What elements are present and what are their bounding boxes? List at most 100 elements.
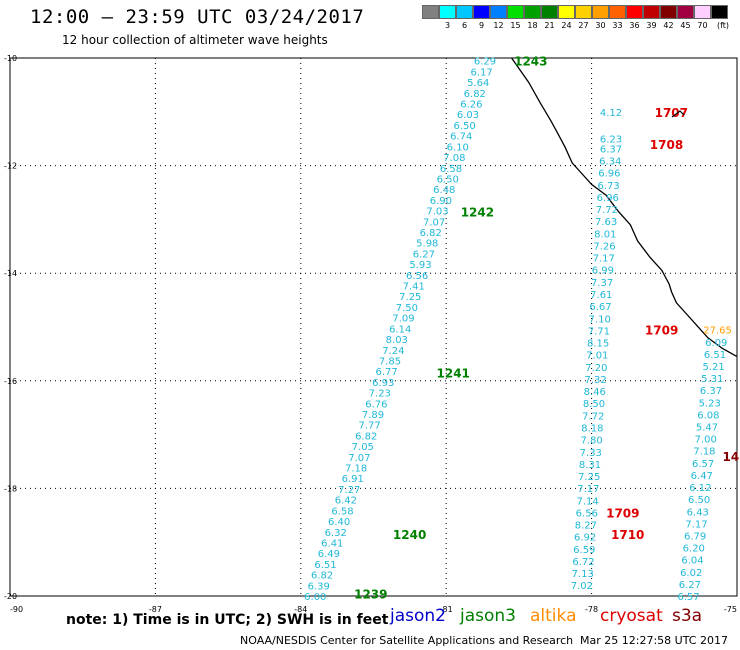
wave-height-value: 6.92 — [574, 533, 596, 544]
wave-height-value: 7.02 — [571, 581, 593, 592]
wave-height-value: 6.49 — [318, 549, 340, 560]
altimeter-tracks: 6.296.175.646.826.266.036.506.746.107.08… — [304, 55, 732, 603]
wave-height-value: 6.58 — [331, 506, 353, 517]
wave-height-value: 6.48 — [433, 185, 455, 196]
wave-height-value: 6.56 — [576, 508, 598, 519]
legend-swatch — [626, 5, 643, 19]
wave-height-value: 6.76 — [365, 399, 387, 410]
color-legend: 3 6 9 12 15 18 21 24 27 30 33 36 39 42 45 70 (ft) — [422, 5, 735, 30]
wave-height-value: 7.89 — [362, 410, 384, 421]
wave-height-value: 6.82 — [420, 228, 442, 239]
legend-swatch — [643, 5, 660, 19]
pass-time-label: 1707 — [655, 106, 688, 120]
pass-time-label: 1242 — [461, 205, 494, 219]
wave-height-value: 6.04 — [681, 556, 703, 567]
legend-swatch — [694, 5, 711, 19]
footer-note: note: 1) Time is in UTC; 2) SWH is in fe… — [66, 612, 389, 628]
wave-height-value: 7.01 — [586, 351, 608, 362]
wave-height-value: 6.50 — [688, 495, 710, 506]
wave-height-value: 5.47 — [696, 423, 718, 434]
wave-height-value: 6.77 — [375, 367, 397, 378]
wave-height-value: 7.00 — [695, 435, 717, 446]
lat-tick-label: -12 — [4, 162, 17, 171]
wave-height-value: 6.79 — [684, 532, 706, 543]
legend-label: 15 — [510, 21, 521, 30]
wave-height-value: 6.37 — [600, 144, 622, 155]
pass-labels: 1242 1241 1240 1239 1709 1709 145 — [354, 205, 740, 601]
wave-height-value: 7.05 — [352, 442, 374, 453]
wave-height-value: 6.96 — [597, 193, 619, 204]
wave-height-value: 6.50 — [437, 175, 459, 186]
page-subtitle: 12 hour collection of altimeter wave hei… — [62, 33, 328, 47]
wave-height-value: 7.85 — [379, 357, 401, 368]
wave-height-value: 8.15 — [587, 339, 609, 350]
wave-height-value: 5.21 — [702, 362, 724, 373]
legend-label: 36 — [629, 21, 640, 30]
lon-tick-label: -87 — [149, 605, 162, 614]
wave-height-value: 6.47 — [691, 471, 713, 482]
legend-label: 3 — [444, 21, 451, 30]
footer-date: Mar 25 12:27:58 UTC 2017 — [580, 634, 728, 647]
wave-height-value: 5.64 — [467, 78, 489, 89]
wave-height-value: 6.42 — [335, 496, 357, 507]
legend-altika: altika — [530, 606, 577, 626]
wave-height-value: 8.50 — [583, 399, 605, 410]
wave-height-value: 7.61 — [590, 290, 612, 301]
pass-time-label: 1243 — [514, 55, 547, 69]
pass-time-label: 1710 — [611, 528, 644, 542]
wave-height-value: 7.72 — [596, 205, 618, 216]
wave-height-value: 6.09 — [705, 338, 727, 349]
legend-swatch — [456, 5, 473, 19]
wave-height-value: 7.72 — [582, 411, 604, 422]
pass-time-label: 1709 — [645, 324, 678, 338]
wave-height-value: 6.57 — [677, 592, 699, 603]
legend-swatch — [558, 5, 575, 19]
wave-height-value: 8.18 — [581, 424, 603, 435]
wave-height-value: 6.90 — [430, 196, 452, 207]
wave-height-value: 6.23 — [600, 135, 622, 146]
wave-height-value: 7.25 — [399, 292, 421, 303]
wave-height-value: 6.67 — [589, 302, 611, 313]
wave-height-value: 7.26 — [593, 242, 615, 253]
lat-tick-label: -16 — [4, 377, 17, 386]
legend-label: 24 — [561, 21, 572, 30]
lon-tick-label: -78 — [585, 605, 598, 614]
wave-height-value: 7.41 — [403, 282, 425, 293]
wave-height-value: 7.24 — [382, 346, 404, 357]
wave-height-value: 6.32 — [325, 528, 347, 539]
footer-credit: NOAA/NESDIS Center for Satellite Applica… — [240, 634, 574, 647]
wave-height-value: 6.12 — [689, 483, 711, 494]
wave-height-value: 6.27 — [413, 249, 435, 260]
lat-tick-label: -20 — [4, 592, 17, 601]
legend-swatch — [473, 5, 490, 19]
wave-height-value: 7.17 — [593, 254, 615, 265]
wave-height-value: 6.17 — [470, 67, 492, 78]
wave-height-value: 6.39 — [308, 581, 330, 592]
wave-height-value: 27.65 — [703, 326, 732, 337]
lat-tick-label: -14 — [4, 269, 17, 278]
lon-tick-label: -90 — [10, 605, 23, 614]
legend-swatch — [490, 5, 507, 19]
legend-label: 27 — [578, 21, 589, 30]
wave-height-value: 6.82 — [355, 431, 377, 442]
wave-height-value: 7.07 — [423, 217, 445, 228]
legend-label-row: 3 6 9 12 15 18 21 24 27 30 33 36 39 42 45 70 (ft) — [422, 19, 735, 30]
wave-height-value: 6.37 — [700, 386, 722, 397]
wave-height-value: 6.03 — [457, 110, 479, 121]
legend-unit: (ft) — [716, 21, 730, 30]
wave-height-value: 6.57 — [692, 459, 714, 470]
legend-label: 70 — [697, 21, 708, 30]
pass-time-label: 145 — [723, 450, 740, 464]
lon-tick-label: -84 — [294, 605, 307, 614]
wave-height-value: 7.17 — [577, 484, 599, 495]
wave-height-value: 6.40 — [328, 517, 350, 528]
pass-time-label: 1239 — [354, 587, 387, 601]
wave-height-value: 8.27 — [575, 521, 597, 532]
legend-label: 21 — [544, 21, 555, 30]
lat-tick-label: -10 — [4, 54, 17, 63]
wave-height-value: 7.71 — [588, 326, 610, 337]
lon-tick-label: -75 — [724, 605, 737, 614]
legend-label: 30 — [595, 21, 606, 30]
wave-height-value: 6.00 — [304, 592, 326, 603]
